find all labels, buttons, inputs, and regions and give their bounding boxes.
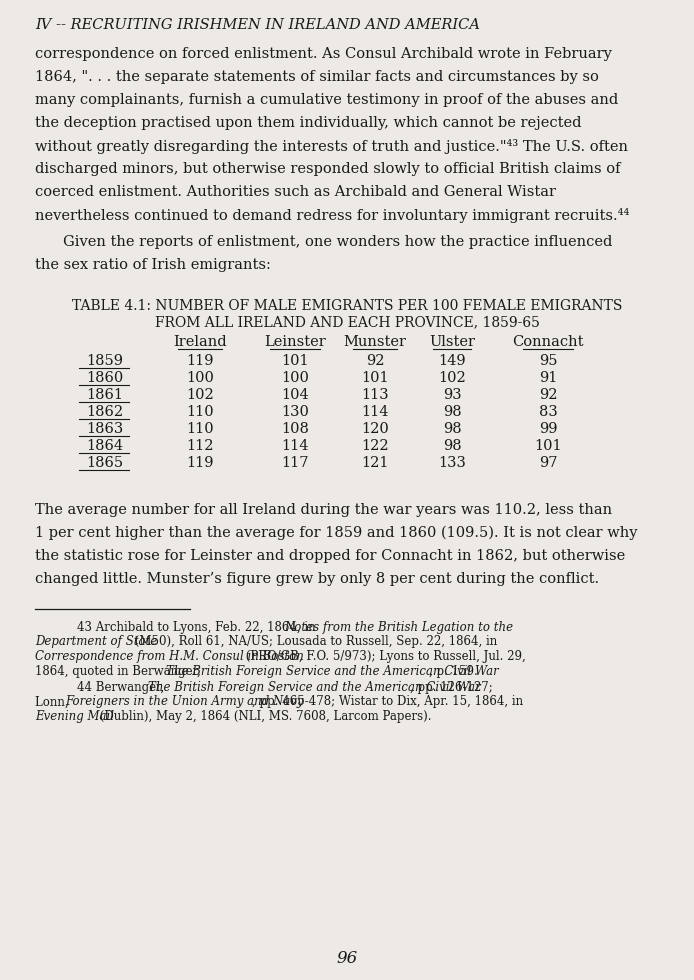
Text: 1863: 1863 [86,422,124,436]
Text: IV -- RECRUITING IRISHMEN IN IRELAND AND AMERICA: IV -- RECRUITING IRISHMEN IN IRELAND AND… [35,18,480,32]
Text: Notes from the British Legation to the: Notes from the British Legation to the [284,621,513,634]
Text: Evening Mail: Evening Mail [35,710,114,723]
Text: 100: 100 [186,371,214,385]
Text: , p. 159.: , p. 159. [429,664,477,677]
Text: 102: 102 [186,388,214,402]
Text: 1861: 1861 [87,388,124,402]
Text: Ulster: Ulster [429,335,475,349]
Text: Correspondence from H.M. Consul in Boston: Correspondence from H.M. Consul in Bosto… [35,650,304,663]
Text: discharged minors, but otherwise responded slowly to official British claims of: discharged minors, but otherwise respond… [35,162,620,176]
Text: 130: 130 [281,405,309,419]
Text: the deception practised upon them individually, which cannot be rejected: the deception practised upon them indivi… [35,116,582,130]
Text: Ireland: Ireland [174,335,227,349]
Text: 99: 99 [539,422,557,436]
Text: 133: 133 [438,456,466,470]
Text: FROM ALL IRELAND AND EACH PROVINCE, 1859-65: FROM ALL IRELAND AND EACH PROVINCE, 1859… [155,315,539,329]
Text: 114: 114 [362,405,389,419]
Text: 98: 98 [443,439,462,453]
Text: Lonn,: Lonn, [35,696,72,709]
Text: 92: 92 [539,388,557,402]
Text: 98: 98 [443,422,462,436]
Text: Leinster: Leinster [264,335,326,349]
Text: the sex ratio of Irish emigrants:: the sex ratio of Irish emigrants: [35,258,271,272]
Text: (Dublin), May 2, 1864 (NLI, MS. 7608, Larcom Papers).: (Dublin), May 2, 1864 (NLI, MS. 7608, La… [96,710,431,723]
Text: 1865: 1865 [87,456,124,470]
Text: 104: 104 [281,388,309,402]
Text: 98: 98 [443,405,462,419]
Text: 120: 120 [361,422,389,436]
Text: 110: 110 [186,405,214,419]
Text: the statistic rose for Leinster and dropped for Connacht in 1862, but otherwise: the statistic rose for Leinster and drop… [35,549,625,563]
Text: Given the reports of enlistment, one wonders how the practice influenced: Given the reports of enlistment, one won… [63,235,612,249]
Text: 113: 113 [361,388,389,402]
Text: 100: 100 [281,371,309,385]
Text: 102: 102 [438,371,466,385]
Text: Department of State: Department of State [35,635,158,649]
Text: 1864, quoted in Berwanger,: 1864, quoted in Berwanger, [35,664,205,677]
Text: 1860: 1860 [86,371,124,385]
Text: 43 Archibald to Lyons, Feb. 22, 1864, in: 43 Archibald to Lyons, Feb. 22, 1864, in [77,621,319,634]
Text: changed little. Munster’s figure grew by only 8 per cent during the conflict.: changed little. Munster’s figure grew by… [35,572,599,586]
Text: 121: 121 [362,456,389,470]
Text: 108: 108 [281,422,309,436]
Text: 83: 83 [539,405,557,419]
Text: 95: 95 [539,354,557,368]
Text: Munster: Munster [344,335,407,349]
Text: Foreigners in the Union Army and Navy: Foreigners in the Union Army and Navy [65,696,304,709]
Text: 97: 97 [539,456,557,470]
Text: correspondence on forced enlistment. As Consul Archibald wrote in February: correspondence on forced enlistment. As … [35,47,612,61]
Text: 1864: 1864 [87,439,124,453]
Text: (PRO/GB, F.O. 5/973); Lyons to Russell, Jul. 29,: (PRO/GB, F.O. 5/973); Lyons to Russell, … [242,650,526,663]
Text: The average number for all Ireland during the war years was 110.2, less than: The average number for all Ireland durin… [35,503,612,517]
Text: 96: 96 [337,950,357,967]
Text: 1864, ". . . the separate statements of similar facts and circumstances by so: 1864, ". . . the separate statements of … [35,70,599,84]
Text: 112: 112 [186,439,214,453]
Text: without greatly disregarding the interests of truth and justice."⁴³ The U.S. oft: without greatly disregarding the interes… [35,139,628,154]
Text: 122: 122 [361,439,389,453]
Text: The British Foreign Service and the American Civil War: The British Foreign Service and the Amer… [167,664,499,677]
Text: 44 Berwanger,: 44 Berwanger, [77,681,168,694]
Text: Connacht: Connacht [512,335,584,349]
Text: coerced enlistment. Authorities such as Archibald and General Wistar: coerced enlistment. Authorities such as … [35,185,556,199]
Text: 92: 92 [366,354,384,368]
Text: many complainants, furnish a cumulative testimony in proof of the abuses and: many complainants, furnish a cumulative … [35,93,618,107]
Text: 1862: 1862 [87,405,124,419]
Text: , pp. 465-478; Wistar to Dix, Apr. 15, 1864, in: , pp. 465-478; Wistar to Dix, Apr. 15, 1… [252,696,523,709]
Text: 114: 114 [281,439,309,453]
Text: 110: 110 [186,422,214,436]
Text: TABLE 4.1: NUMBER OF MALE EMIGRANTS PER 100 FEMALE EMIGRANTS: TABLE 4.1: NUMBER OF MALE EMIGRANTS PER … [71,299,623,313]
Text: 1859: 1859 [87,354,124,368]
Text: The British Foreign Service and the American Civil War: The British Foreign Service and the Amer… [148,681,480,694]
Text: 93: 93 [443,388,462,402]
Text: 91: 91 [539,371,557,385]
Text: 119: 119 [186,354,214,368]
Text: nevertheless continued to demand redress for involuntary immigrant recruits.⁴⁴: nevertheless continued to demand redress… [35,208,629,223]
Text: 117: 117 [281,456,309,470]
Text: 119: 119 [186,456,214,470]
Text: (M50), Roll 61, NA/US; Lousada to Russell, Sep. 22, 1864, in: (M50), Roll 61, NA/US; Lousada to Russel… [131,635,497,649]
Text: , pp. 126-127;: , pp. 126-127; [410,681,493,694]
Text: 101: 101 [534,439,562,453]
Text: 149: 149 [438,354,466,368]
Text: 1 per cent higher than the average for 1859 and 1860 (109.5). It is not clear wh: 1 per cent higher than the average for 1… [35,526,638,540]
Text: 101: 101 [281,354,309,368]
Text: 101: 101 [361,371,389,385]
